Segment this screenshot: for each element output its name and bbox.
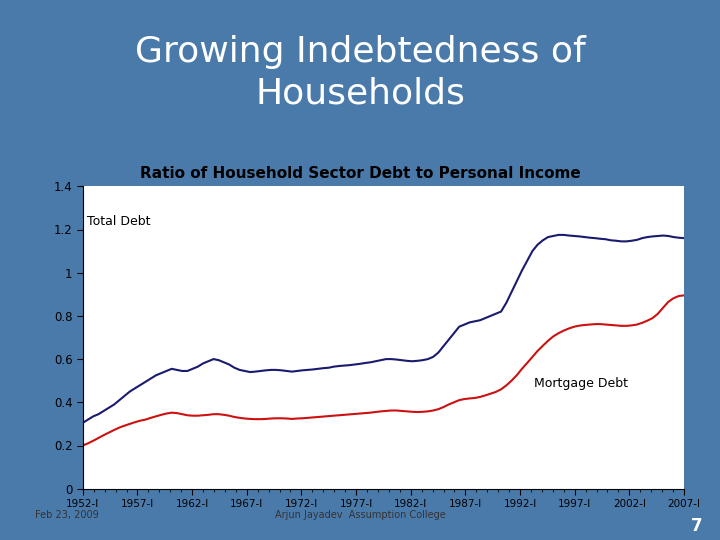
Text: Total Debt: Total Debt bbox=[87, 215, 150, 228]
Text: Ratio of Household Sector Debt to Personal Income: Ratio of Household Sector Debt to Person… bbox=[140, 166, 580, 181]
Text: Mortgage Debt: Mortgage Debt bbox=[534, 377, 628, 390]
Text: 7: 7 bbox=[690, 517, 702, 535]
Text: Feb 23, 2009: Feb 23, 2009 bbox=[35, 510, 99, 519]
Text: Growing Indebtedness of
Households: Growing Indebtedness of Households bbox=[135, 35, 585, 111]
Text: Arjun Jayadev  Assumption College: Arjun Jayadev Assumption College bbox=[274, 510, 446, 519]
